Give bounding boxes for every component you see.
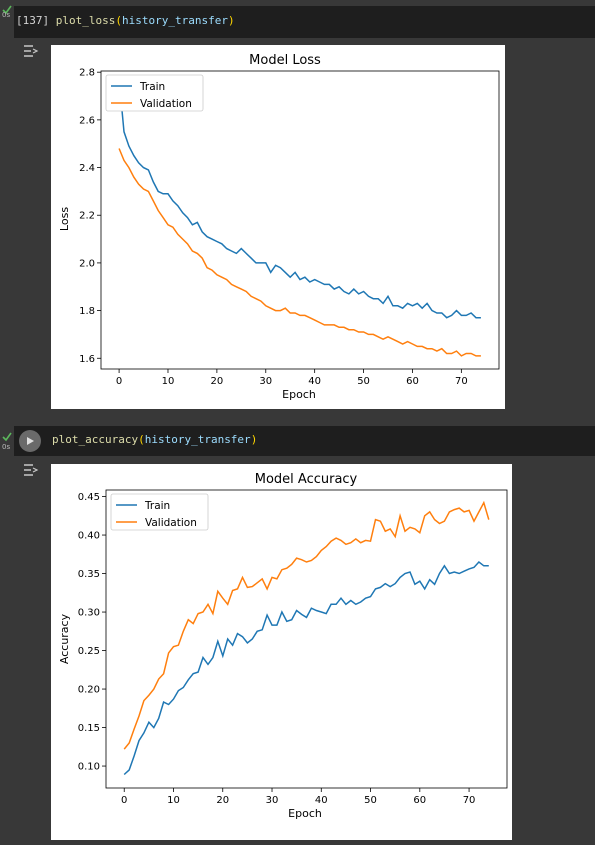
output-toggle-icon[interactable] xyxy=(22,43,40,59)
chart-title: Model Loss xyxy=(249,53,321,68)
code-function: plot_loss xyxy=(55,14,116,27)
y-tick-label: 0.35 xyxy=(78,569,100,580)
code-argument: history_transfer xyxy=(144,433,251,446)
series-line-validation xyxy=(123,500,490,750)
x-tick-label: 40 xyxy=(308,376,321,387)
y-tick-label: 2.4 xyxy=(79,163,95,174)
y-tick-label: 0.25 xyxy=(78,646,100,657)
x-tick-label: 20 xyxy=(216,795,229,806)
legend-label-train: Train xyxy=(144,500,170,512)
y-tick-label: 2.2 xyxy=(79,211,95,222)
x-axis-label: Epoch xyxy=(288,807,322,820)
code-paren-open: ( xyxy=(115,14,122,27)
code-argument: history_transfer xyxy=(121,14,228,27)
x-tick-label: 50 xyxy=(357,376,370,387)
series-line-train xyxy=(123,560,489,776)
run-cell-button[interactable] xyxy=(19,430,41,452)
y-tick-label: 0.45 xyxy=(78,492,100,503)
code-paren-close: ) xyxy=(227,14,235,27)
y-tick-label: 1.6 xyxy=(79,354,95,365)
output-toggle-icon[interactable] xyxy=(22,462,40,478)
x-tick-label: 70 xyxy=(463,795,476,806)
y-tick-label: 1.8 xyxy=(79,306,95,317)
run-time: 0s xyxy=(2,443,11,451)
x-tick-label: 60 xyxy=(413,795,426,806)
axes-frame xyxy=(105,489,508,789)
y-tick-label: 2.6 xyxy=(79,115,95,126)
legend-label-validation: Validation xyxy=(145,517,197,529)
legend-label-validation: Validation xyxy=(140,98,192,110)
check-icon xyxy=(2,432,12,442)
legend-box xyxy=(110,493,209,531)
y-tick-label: 0.10 xyxy=(78,762,100,773)
x-tick-label: 60 xyxy=(406,376,419,387)
x-tick-label: 30 xyxy=(266,795,279,806)
x-tick-label: 20 xyxy=(211,376,224,387)
chart-title: Model Accuracy xyxy=(255,472,358,487)
code-editor[interactable]: [137] plot_loss(history_transfer) xyxy=(14,6,595,38)
code-cell-accuracy: 0s plot_accuracy(history_transfer) Model… xyxy=(0,412,595,845)
accuracy-plot: Model Accuracy 0 10 20 30 40 50 60 70 0.10 0.15 0.… xyxy=(51,464,512,840)
y-tick-label: 0.40 xyxy=(78,531,100,542)
y-tick-label: 0.30 xyxy=(78,608,100,619)
code-paren-open: ( xyxy=(138,433,145,446)
x-axis-label: Epoch xyxy=(282,388,316,401)
x-tick-label: 10 xyxy=(167,795,180,806)
y-tick-label: 2.0 xyxy=(79,258,95,269)
axes-frame xyxy=(100,70,500,370)
loss-chart: Model Loss 0 10 20 30 40 50 60 70 1.6 1.8 2.0 2.2 2.… xyxy=(58,53,500,401)
legend-box xyxy=(105,74,204,112)
check-icon xyxy=(2,5,12,15)
series-line-validation xyxy=(118,148,481,357)
x-tick-label: 40 xyxy=(315,795,328,806)
y-tick-label: 0.20 xyxy=(78,685,100,696)
play-icon xyxy=(27,437,34,445)
legend-label-train: Train xyxy=(139,81,165,93)
y-axis-label: Loss xyxy=(58,207,71,231)
run-time: 0s xyxy=(2,11,11,19)
execution-count: [137] xyxy=(16,14,50,27)
cell-gutter: 0s xyxy=(0,412,14,452)
x-tick-label: 0 xyxy=(121,795,127,806)
y-axis-label: Accuracy xyxy=(58,613,71,664)
y-tick-label: 0.15 xyxy=(78,723,100,734)
cell-gutter: 0s xyxy=(0,0,14,40)
y-tick-label: 2.8 xyxy=(79,68,95,79)
x-tick-label: 30 xyxy=(259,376,272,387)
loss-plot: Model Loss 0 10 20 30 40 50 60 70 1.6 1.8 2.0 2.2 2.… xyxy=(51,45,505,409)
code-paren-close: ) xyxy=(250,433,258,446)
x-tick-label: 50 xyxy=(364,795,377,806)
accuracy-chart: Model Accuracy 0 10 20 30 40 50 60 70 0.10 0.15 0.… xyxy=(58,472,508,820)
series-line-train xyxy=(118,79,481,319)
code-cell-loss: 0s [137] plot_loss(history_transfer) Mod… xyxy=(0,0,595,412)
x-tick-label: 0 xyxy=(116,376,122,387)
code-function: plot_accuracy xyxy=(52,433,139,446)
x-tick-label: 70 xyxy=(455,376,468,387)
code-editor[interactable]: plot_accuracy(history_transfer) xyxy=(14,426,595,456)
x-tick-label: 10 xyxy=(162,376,175,387)
